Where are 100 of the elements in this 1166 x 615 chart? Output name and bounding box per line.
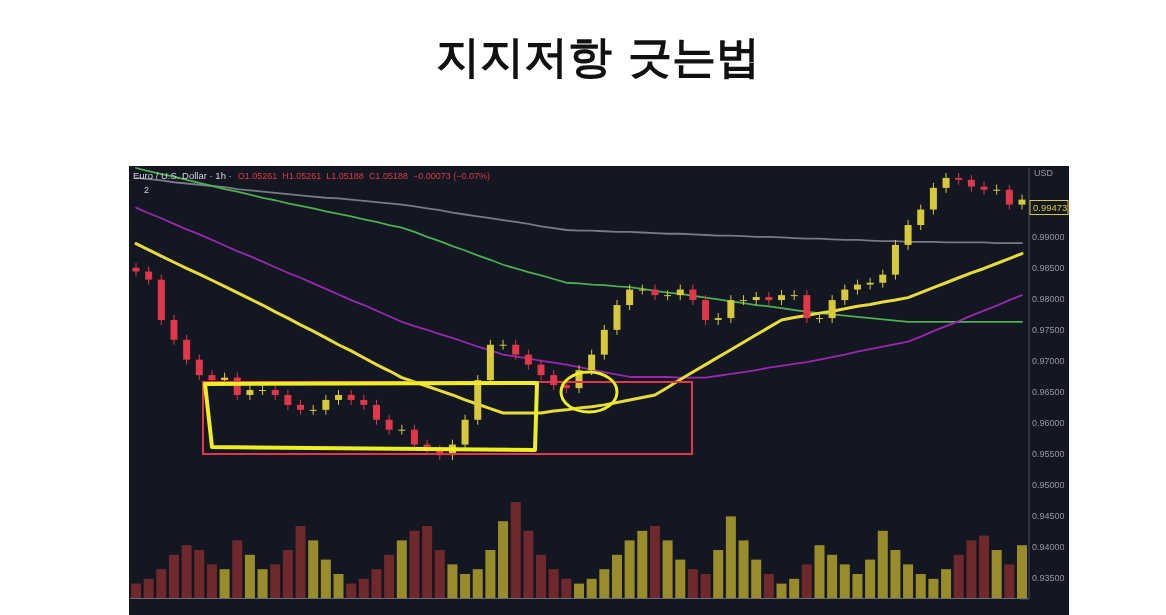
- bar: [131, 583, 141, 598]
- candlestick: [284, 389, 292, 411]
- bar: [915, 574, 926, 598]
- line-series: [134, 242, 1024, 415]
- bar: [966, 540, 977, 598]
- candlestick: [765, 291, 773, 306]
- bar: [384, 554, 395, 598]
- bar: [409, 530, 420, 598]
- bar: [485, 550, 496, 598]
- bar: [561, 578, 572, 598]
- candlestick: [309, 404, 317, 416]
- candlestick: [385, 414, 393, 436]
- bar: [700, 574, 711, 598]
- bar: [156, 569, 167, 598]
- bar: [662, 540, 673, 598]
- candlestick: [689, 284, 697, 306]
- bar: [346, 583, 357, 598]
- line-series: [135, 167, 1023, 323]
- candlestick: [651, 284, 659, 301]
- candlestick: [398, 424, 406, 436]
- bar: [814, 545, 825, 598]
- bar: [751, 559, 762, 598]
- bar: [523, 530, 534, 598]
- y-tick-label: 0.94000: [1032, 542, 1065, 553]
- bar: [422, 526, 433, 598]
- bar: [358, 578, 369, 598]
- candlestick: [815, 312, 823, 324]
- bar: [839, 564, 850, 598]
- bar: [801, 564, 812, 598]
- candlestick: [626, 284, 634, 311]
- bar: [776, 583, 787, 598]
- candlestick: [524, 349, 532, 371]
- bar: [725, 516, 736, 598]
- candlestick: [664, 289, 672, 301]
- bar: [270, 564, 281, 598]
- candlestick: [803, 289, 811, 324]
- y-tick-label: 0.97500: [1032, 325, 1065, 336]
- candlestick: [638, 284, 646, 296]
- bar: [877, 530, 888, 598]
- bar: [979, 535, 990, 598]
- bar: [472, 569, 483, 598]
- bar: [447, 564, 458, 598]
- bar: [1017, 545, 1027, 598]
- bar: [789, 578, 800, 598]
- bar: [953, 554, 964, 598]
- candlestick: [588, 349, 596, 376]
- candlestick: [499, 339, 507, 351]
- bar: [713, 550, 724, 598]
- candlestick: [980, 181, 988, 196]
- bar: [574, 583, 584, 598]
- bar: [941, 569, 952, 598]
- bar: [282, 550, 293, 598]
- bar: [611, 554, 622, 598]
- bar: [244, 554, 255, 598]
- candlestick: [512, 339, 520, 361]
- bar: [763, 574, 774, 598]
- y-tick-label: 0.95000: [1032, 480, 1065, 491]
- candlestick: [828, 294, 836, 324]
- candlestick: [170, 314, 178, 346]
- candlestick: [702, 294, 710, 326]
- annotation: 0.99473: [1033, 202, 1068, 213]
- bar: [865, 559, 876, 598]
- annotation: 2: [144, 185, 150, 195]
- candlestick: [195, 354, 203, 381]
- bar: [624, 540, 635, 598]
- annotation: −0.00073 (−0.07%): [412, 171, 490, 181]
- bar: [168, 554, 179, 598]
- bar: [649, 526, 660, 598]
- chart-title: 지지저항 긋는법: [436, 31, 760, 82]
- bar: [687, 569, 698, 598]
- bar: [194, 550, 205, 598]
- bar: [371, 569, 382, 598]
- candlestick: [246, 384, 254, 401]
- y-tick-label: 0.94500: [1032, 511, 1065, 522]
- bar: [536, 554, 547, 598]
- annotation: O1.05261: [237, 171, 278, 181]
- y-tick-label: 0.99000: [1032, 232, 1065, 243]
- annotation: H1.05261: [282, 171, 322, 181]
- bar: [460, 574, 471, 598]
- candlestick: [372, 399, 380, 426]
- y-tick-label: 0.98500: [1032, 263, 1065, 274]
- annotation: L1.05188: [326, 171, 364, 181]
- bar: [903, 564, 914, 598]
- y-tick-label: 0.96500: [1032, 387, 1065, 398]
- bar: [181, 545, 192, 598]
- line-series: [135, 206, 1023, 379]
- candlestick: [917, 204, 925, 231]
- bar: [510, 502, 521, 598]
- candlestick: [929, 182, 937, 216]
- bar: [1004, 564, 1015, 598]
- candlestick: [1005, 184, 1013, 211]
- bar: [586, 578, 597, 598]
- candlestick: [942, 172, 950, 194]
- bar: [498, 521, 509, 598]
- candlestick: [727, 294, 735, 324]
- candlestick: [1018, 194, 1026, 211]
- bar: [320, 559, 331, 598]
- bar: [308, 540, 319, 598]
- candlestick: [866, 277, 874, 291]
- bar: [548, 569, 559, 598]
